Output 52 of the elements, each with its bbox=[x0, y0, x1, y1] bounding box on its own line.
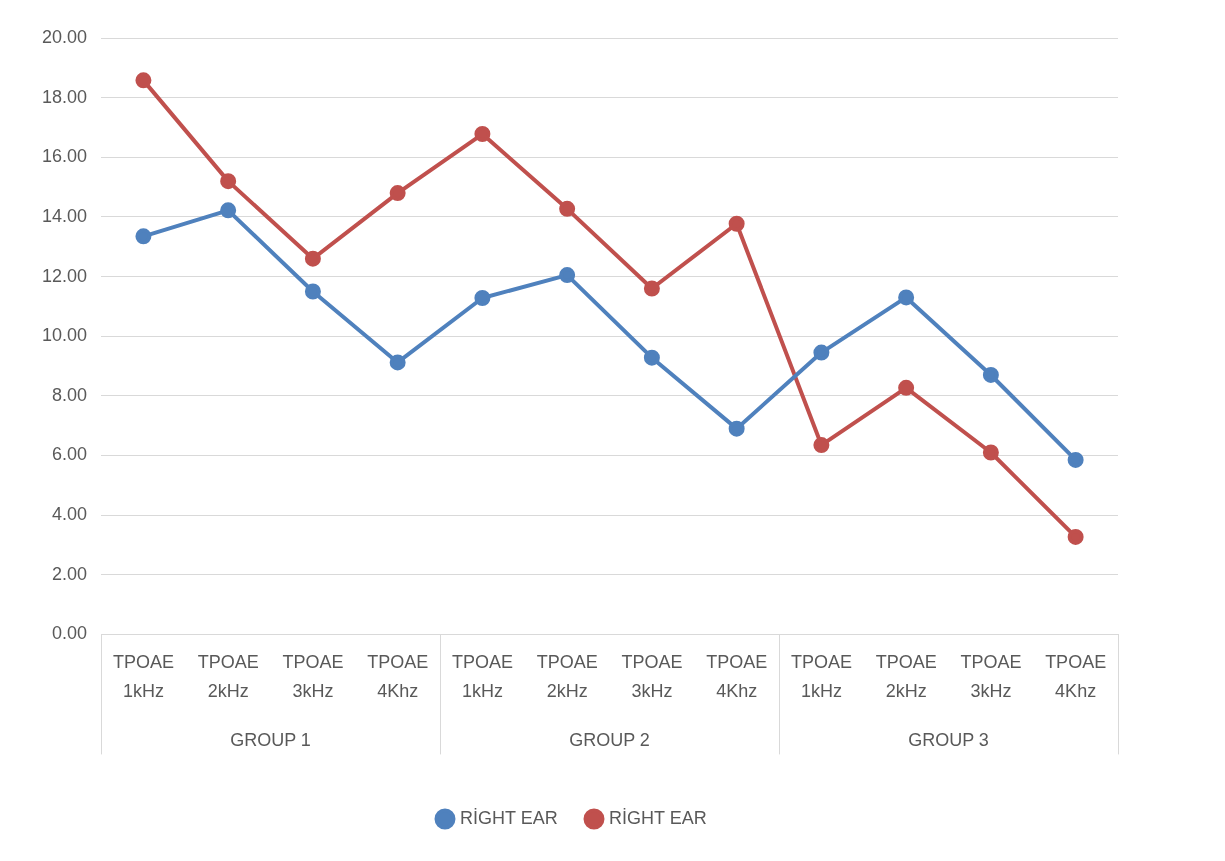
x-tick-label: TPOAE 4Khz bbox=[1045, 651, 1107, 701]
point bbox=[898, 289, 915, 306]
point bbox=[982, 366, 999, 383]
point bbox=[220, 173, 237, 190]
point bbox=[643, 280, 660, 297]
text: GROUP 2 bbox=[569, 730, 650, 751]
y-tick-label: 12.00 bbox=[42, 265, 88, 286]
x-tick-label: TPOAE 3kHz bbox=[960, 651, 1022, 701]
point bbox=[389, 354, 406, 371]
y-tick-label: 4.00 bbox=[52, 504, 88, 525]
x-tick-label: TPOAE 4Khz bbox=[706, 651, 768, 701]
point bbox=[1067, 451, 1084, 468]
point bbox=[220, 202, 237, 219]
x-tick-label: TPOAE 1kHz bbox=[790, 651, 852, 701]
y-tick-label: 20.00 bbox=[42, 26, 88, 47]
point bbox=[389, 185, 406, 202]
x-tick-label: TPOAE 2kHz bbox=[875, 651, 937, 701]
legend-label: RİGHT EAR bbox=[609, 807, 707, 828]
x-tick-label: TPOAE 3kHz bbox=[621, 651, 683, 701]
point bbox=[304, 283, 321, 300]
y-tick-label: 0.00 bbox=[52, 623, 88, 644]
x-tick-label: TPOAE 3kHz bbox=[282, 651, 344, 701]
y-tick-label: 10.00 bbox=[42, 325, 88, 346]
x-tick-label: TPOAE 1kHz bbox=[451, 651, 513, 701]
point bbox=[474, 126, 491, 143]
point bbox=[982, 444, 999, 461]
x-tick-label: TPOAE 1kHz bbox=[112, 651, 174, 701]
point bbox=[474, 290, 491, 307]
x-tick-label: TPOAE 2kHz bbox=[197, 651, 259, 701]
point bbox=[304, 250, 321, 267]
y-tick-label: 8.00 bbox=[52, 384, 88, 405]
point bbox=[898, 379, 915, 396]
x-tick-label: TPOAE 2kHz bbox=[536, 651, 598, 701]
point bbox=[728, 420, 745, 437]
point bbox=[643, 349, 660, 366]
point bbox=[135, 72, 152, 89]
y-tick-label: 2.00 bbox=[52, 563, 88, 584]
point bbox=[559, 200, 576, 217]
legend-label: RİGHT EAR bbox=[459, 807, 558, 828]
y-tick-label: 6.00 bbox=[52, 444, 88, 465]
point bbox=[1067, 528, 1084, 545]
y-tick-label: 18.00 bbox=[42, 86, 88, 107]
point bbox=[728, 215, 745, 232]
y-tick-label: 16.00 bbox=[42, 146, 88, 167]
x-tick-label: TPOAE 4Khz bbox=[367, 651, 429, 701]
point bbox=[135, 228, 152, 245]
y-tick-label: 14.00 bbox=[42, 205, 88, 226]
text: GROUP 3 bbox=[908, 730, 989, 751]
point bbox=[813, 437, 830, 454]
text: GROUP 1 bbox=[230, 730, 311, 751]
point bbox=[813, 344, 830, 361]
point bbox=[559, 267, 576, 284]
